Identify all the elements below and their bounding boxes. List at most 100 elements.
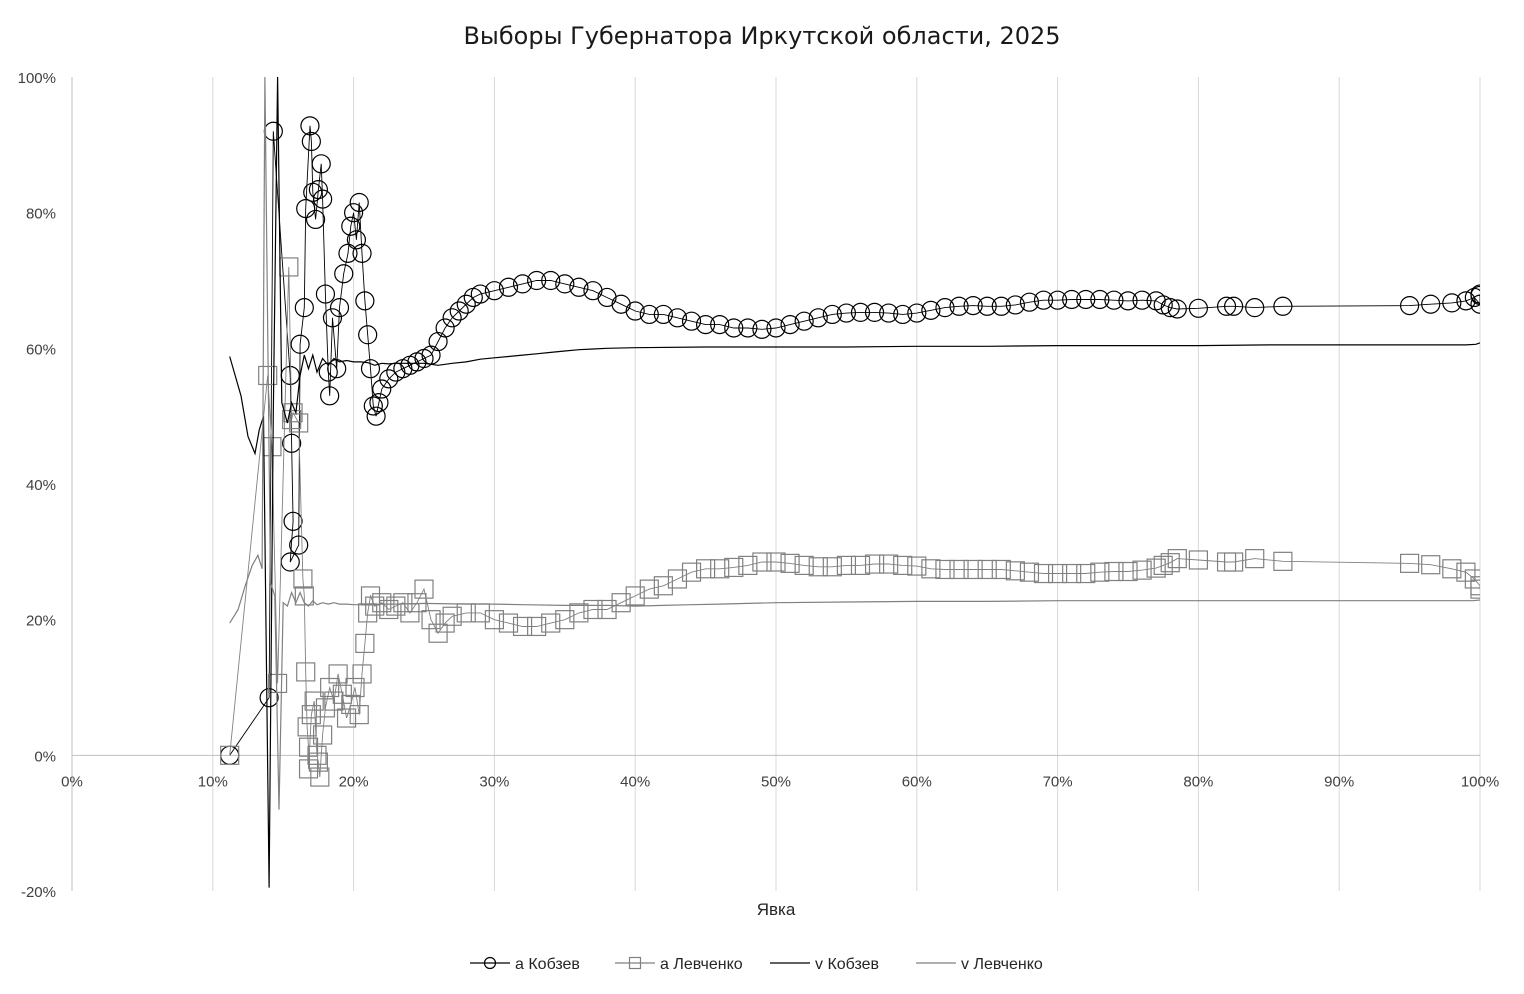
- data-point: [308, 752, 328, 772]
- data-point: [724, 318, 744, 338]
- data-point: [639, 304, 659, 325]
- data-point: [808, 308, 828, 328]
- data-point: [1118, 561, 1138, 582]
- x-tick-label: 30%: [479, 773, 509, 790]
- data-point: [512, 274, 533, 294]
- axes: [71, 77, 1480, 891]
- data-point: [346, 230, 367, 250]
- legend-label: a Кобзев: [515, 956, 580, 973]
- legend-label: a Левченко: [660, 956, 743, 973]
- data-point: [297, 717, 317, 737]
- data-point: [484, 610, 504, 630]
- data-point: [752, 552, 772, 572]
- data-point: [372, 593, 392, 613]
- data-point: [864, 302, 885, 322]
- y-tick-label: 100%: [18, 70, 56, 87]
- data-point: [334, 264, 354, 284]
- data-point: [1470, 294, 1480, 314]
- legend-item-2: a Левченко: [615, 956, 743, 973]
- data-point: [283, 511, 303, 531]
- data-point: [1470, 284, 1480, 304]
- series-line: [229, 77, 1480, 888]
- data-point: [320, 386, 340, 406]
- data-point: [1188, 550, 1209, 570]
- data-point: [991, 296, 1011, 316]
- y-tick-label: 20%: [26, 613, 56, 630]
- data-point: [794, 311, 814, 331]
- data-point: [977, 559, 997, 580]
- data-point: [308, 180, 328, 200]
- data-point: [527, 616, 547, 637]
- x-tick-label: 80%: [1183, 773, 1213, 790]
- data-point: [498, 613, 519, 633]
- series-2: [220, 257, 1480, 787]
- data-point: [935, 559, 955, 580]
- y-tick-label: 0%: [34, 748, 56, 765]
- data-point: [220, 745, 240, 765]
- data-point: [282, 433, 302, 453]
- data-point: [653, 304, 673, 325]
- x-tick-label: 10%: [198, 773, 228, 790]
- series-1: [220, 116, 1480, 765]
- data-point: [1047, 290, 1068, 310]
- data-point: [352, 243, 372, 263]
- data-point: [1399, 553, 1420, 573]
- data-point: [282, 409, 302, 430]
- data-point: [949, 559, 969, 580]
- data-point: [310, 767, 330, 787]
- data-point: [329, 298, 350, 318]
- data-point: [1442, 559, 1462, 579]
- data-point: [1047, 563, 1068, 584]
- data-point: [836, 555, 857, 576]
- data-point: [349, 705, 369, 725]
- data-point: [304, 691, 324, 711]
- data-point: [442, 606, 462, 626]
- data-point: [345, 677, 365, 698]
- data-point: [372, 379, 392, 399]
- data-point: [358, 603, 378, 623]
- legend-swatch-marker: [628, 956, 642, 970]
- legend-label: v Кобзев: [815, 956, 879, 973]
- data-point: [1421, 555, 1441, 575]
- data-point: [963, 295, 983, 316]
- y-tick-label: 60%: [26, 341, 56, 358]
- data-point: [296, 198, 316, 219]
- data-point: [1104, 290, 1124, 310]
- data-point: [322, 308, 343, 328]
- data-point: [822, 557, 842, 577]
- data-point: [850, 555, 871, 576]
- data-point: [738, 318, 758, 338]
- data-point: [794, 555, 814, 576]
- x-tick-label: 70%: [1043, 773, 1073, 790]
- data-point: [681, 562, 702, 582]
- data-point: [850, 302, 871, 322]
- data-point: [1153, 555, 1173, 576]
- data-point: [369, 393, 389, 413]
- data-point: [695, 559, 716, 579]
- data-point: [724, 557, 744, 578]
- series-line: [229, 77, 1480, 810]
- data-point: [1216, 296, 1237, 316]
- x-tick-label: 90%: [1324, 773, 1354, 790]
- data-point: [1188, 298, 1209, 318]
- data-point: [289, 535, 309, 555]
- data-point: [1273, 296, 1293, 316]
- data-point: [365, 596, 385, 616]
- data-point: [738, 555, 758, 576]
- data-point: [1223, 296, 1244, 316]
- data-point: [1019, 562, 1040, 582]
- data-point: [879, 303, 899, 323]
- data-point: [625, 586, 645, 606]
- data-point: [301, 705, 321, 725]
- data-point: [1132, 290, 1152, 310]
- data-point: [893, 555, 913, 576]
- legend-item-4: v Левченко: [916, 956, 1043, 973]
- data-point: [512, 616, 533, 637]
- data-point: [541, 613, 561, 633]
- data-point: [695, 314, 716, 335]
- data-point: [864, 554, 885, 574]
- data-point: [583, 599, 603, 620]
- data-point: [527, 270, 547, 291]
- data-point: [360, 359, 381, 379]
